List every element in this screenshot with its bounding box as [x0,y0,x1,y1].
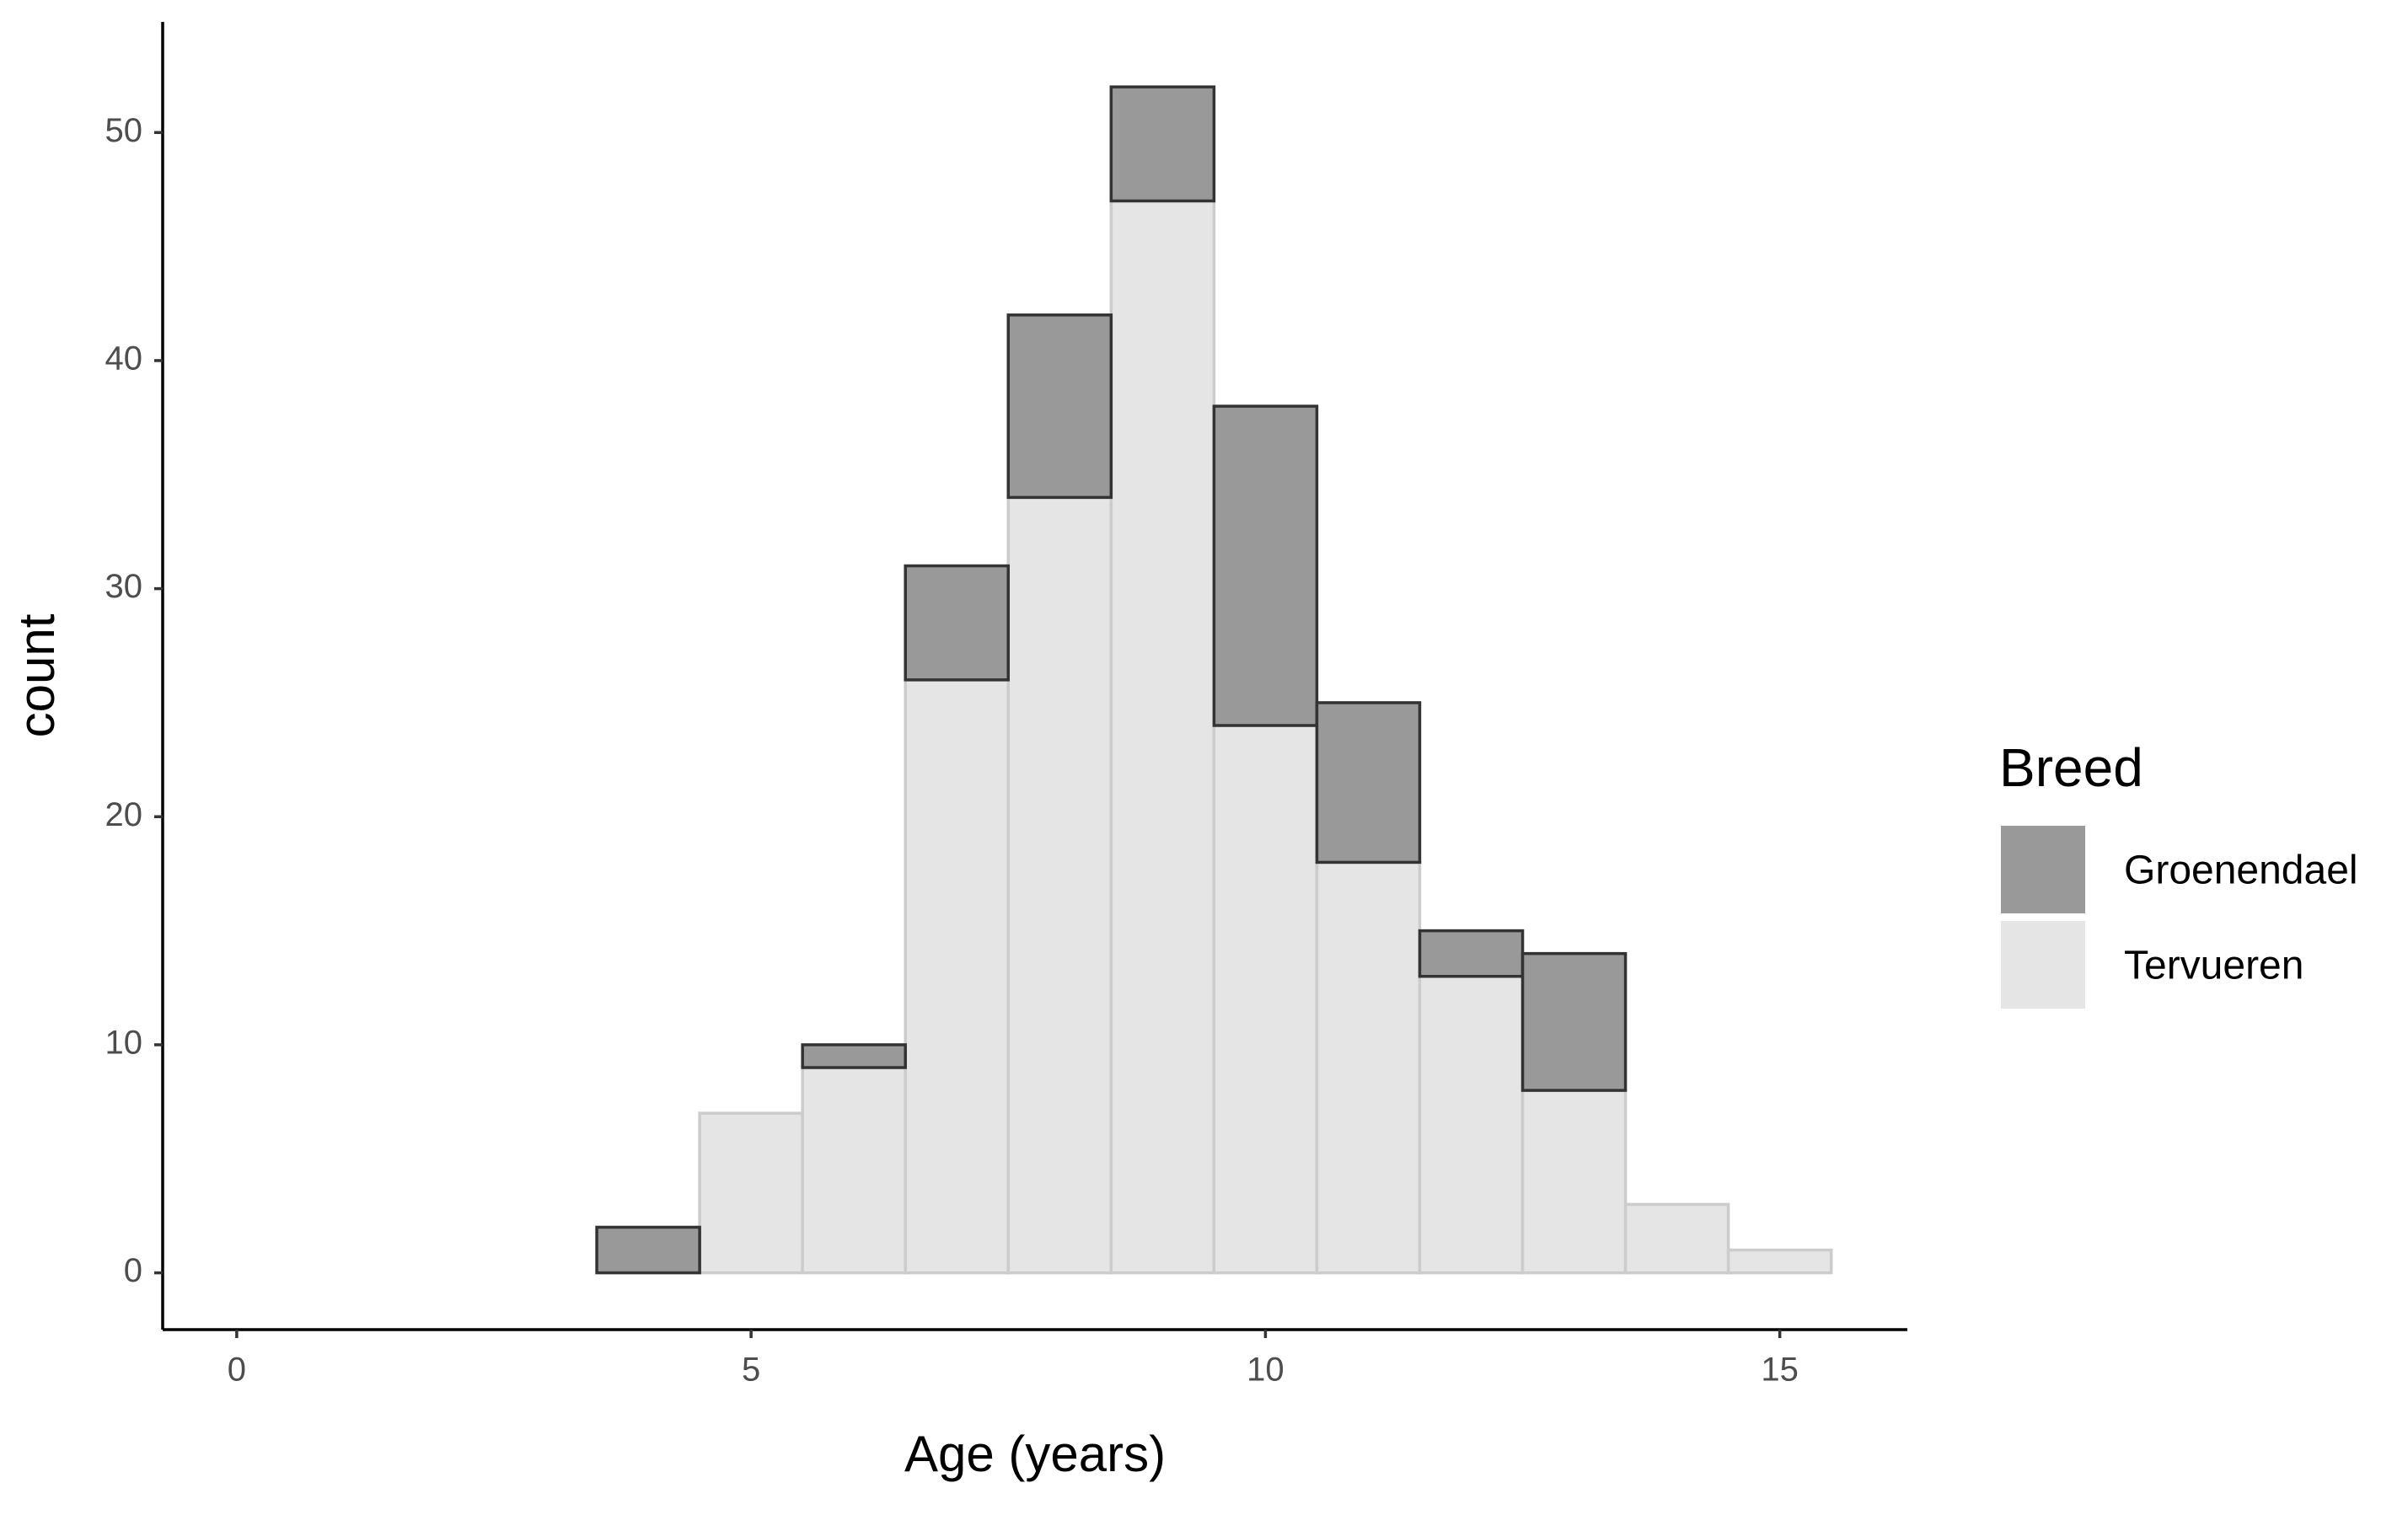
legend-label: Groenendael [2124,849,2358,893]
bar [1212,724,1319,1275]
bar [1520,951,1628,1092]
bar [1212,404,1319,727]
x-tick-label: 5 [742,1352,760,1389]
bar [1006,495,1113,1275]
y-axis-title: count [8,613,65,737]
bar [1418,929,1525,978]
bar [801,1043,907,1069]
bar [1109,85,1216,203]
bar [1418,974,1525,1275]
y-tick-label: 40 [105,340,143,377]
legend-label: Tervueren [2124,944,2303,988]
y-tick-label: 10 [105,1025,143,1062]
legend-key [2001,826,2085,913]
bar [1006,313,1113,500]
x-tick-label: 10 [1247,1352,1284,1389]
bar [1623,1202,1730,1275]
bar [904,678,1011,1275]
bar [1109,199,1216,1275]
y-tick-label: 50 [105,112,143,149]
bar [1315,701,1422,865]
legend-key [2001,921,2085,1009]
bar [1726,1248,1833,1275]
x-axis-title: Age (years) [904,1426,1166,1482]
bar [904,564,1011,682]
bar [595,1225,701,1275]
bar [1315,860,1422,1275]
bar [698,1111,804,1275]
x-tick-label: 15 [1761,1352,1799,1389]
y-tick-label: 0 [124,1252,142,1289]
y-tick-label: 30 [105,568,143,605]
bar [801,1066,907,1275]
y-tick-label: 20 [105,796,143,833]
x-tick-label: 0 [228,1352,246,1389]
bar [1520,1089,1628,1275]
legend-title: Breed [1999,737,2143,798]
